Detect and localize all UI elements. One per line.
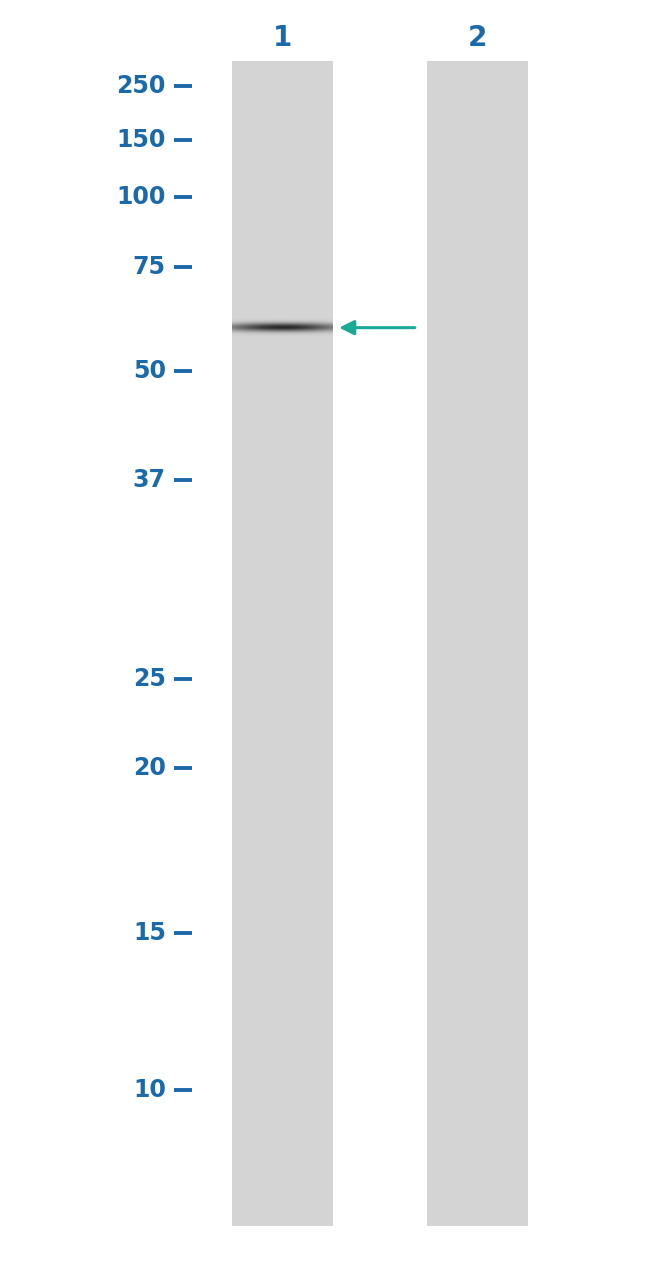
Text: 25: 25 bbox=[133, 668, 166, 691]
Text: 75: 75 bbox=[133, 255, 166, 278]
Text: 50: 50 bbox=[133, 359, 166, 382]
Text: 150: 150 bbox=[116, 128, 166, 151]
Text: 37: 37 bbox=[133, 469, 166, 491]
Text: 10: 10 bbox=[133, 1078, 166, 1101]
Text: 1: 1 bbox=[273, 24, 292, 52]
Bar bbox=[428, 61, 528, 1226]
Text: 250: 250 bbox=[116, 75, 166, 98]
Text: 100: 100 bbox=[116, 185, 166, 208]
Text: 2: 2 bbox=[468, 24, 488, 52]
Text: 20: 20 bbox=[133, 757, 166, 780]
Bar bbox=[233, 61, 333, 1226]
Text: 15: 15 bbox=[133, 922, 166, 945]
